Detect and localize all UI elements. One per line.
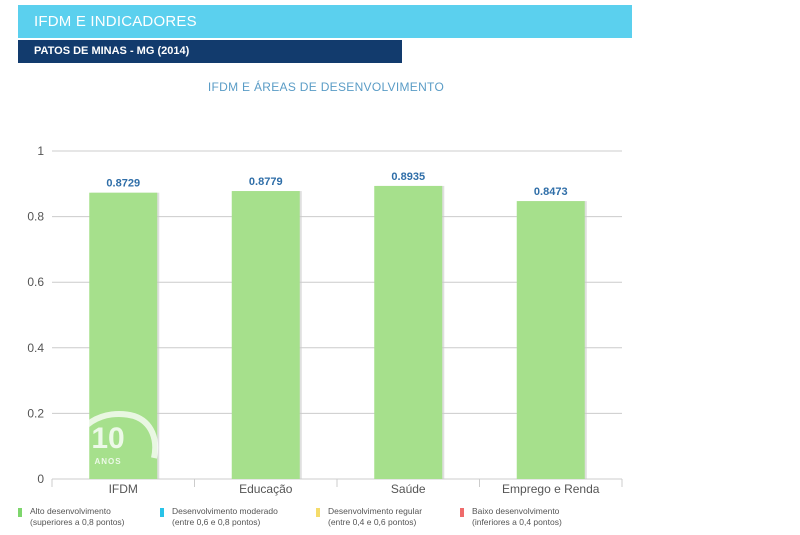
subheader-bar: PATOS DE MINAS - MG (2014) (18, 40, 402, 63)
header-bar: IFDM E INDICADORES (18, 5, 632, 38)
legend-swatch-moderado (160, 508, 164, 517)
y-tick-label: 0 (37, 472, 44, 486)
bar-value-label: 0.8473 (534, 186, 568, 198)
legend-range-baixo: (inferiores a 0,4 pontos) (472, 517, 562, 527)
y-tick-label: 0.6 (27, 275, 44, 289)
bar-saúde[interactable] (374, 185, 443, 479)
bar-value-label: 0.8729 (106, 178, 140, 190)
y-tick-label: 0.8 (27, 210, 44, 224)
y-tick-label: 0.4 (27, 341, 44, 355)
x-category-label: IFDM (109, 482, 138, 496)
y-tick-label: 1 (37, 144, 44, 158)
bar-emprego-e-renda[interactable] (516, 201, 585, 479)
legend-swatch-regular (316, 508, 320, 517)
x-category-label: Educação (239, 482, 293, 496)
legend-range-alto: (superiores a 0,8 pontos) (30, 517, 125, 527)
legend-range-regular: (entre 0,4 e 0,6 pontos) (328, 517, 417, 527)
bar-ifdm[interactable] (89, 192, 158, 480)
bar-value-label: 0.8935 (391, 171, 425, 183)
legend-label-moderado: Desenvolvimento moderado (172, 506, 278, 516)
legend-range-moderado: (entre 0,6 e 0,8 pontos) (172, 517, 261, 527)
legend: Alto desenvolvimento (superiores a 0,8 p… (18, 506, 618, 532)
y-tick-label: 0.2 (27, 406, 44, 420)
legend-label-regular: Desenvolvimento regular (328, 506, 423, 516)
bar-value-label: 0.8779 (249, 176, 283, 188)
labels-layer: 0 0.2 0.4 0.6 0.8 1 0.8729 IFDM 0.8779 Educação 0.… (27, 144, 599, 496)
page-title: IFDM E INDICADORES (34, 13, 197, 30)
x-category-label: Saúde (391, 482, 426, 496)
bars-layer (89, 185, 587, 480)
legend-label-alto: Alto desenvolvimento (30, 506, 111, 516)
bar-educação[interactable] (231, 191, 300, 479)
x-category-label: Emprego e Renda (502, 482, 600, 496)
legend-swatch-alto (18, 508, 22, 517)
chart-title: IFDM E ÁREAS DE DESENVOLVIMENTO (207, 80, 445, 94)
legend-swatch-baixo (460, 508, 464, 517)
legend-label-baixo: Baixo desenvolvimento (472, 506, 560, 516)
location-title: PATOS DE MINAS - MG (2014) (34, 45, 190, 57)
